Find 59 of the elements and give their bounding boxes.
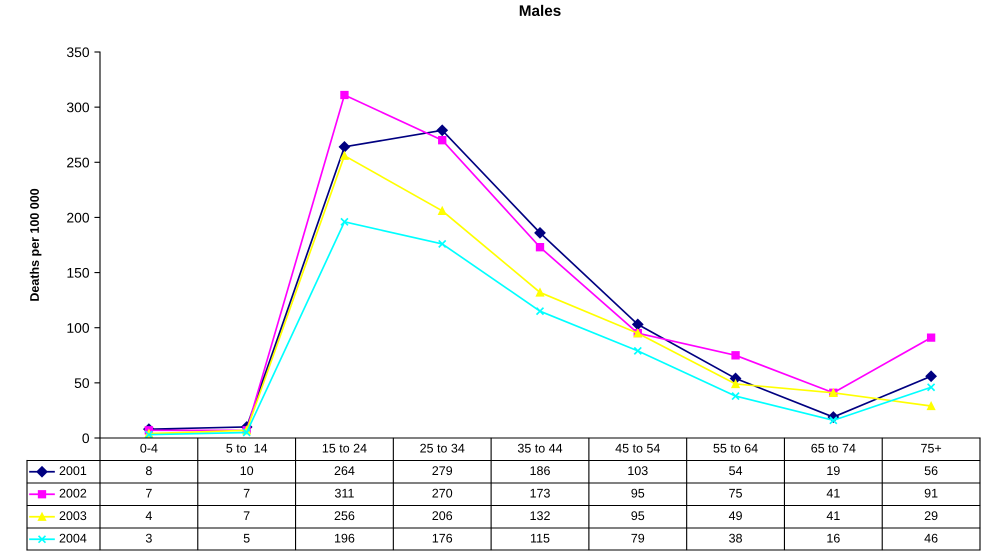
data-label: 7 <box>244 511 250 520</box>
chart-title: Males <box>520 4 561 16</box>
data-label: 311 <box>334 488 354 498</box>
data-label: 5 <box>244 534 250 543</box>
x-tick-label: 65 to 74 <box>811 444 856 453</box>
data-label: 41 <box>826 511 840 520</box>
data-label: 91 <box>924 488 938 498</box>
legend-label: 2004 <box>60 534 86 543</box>
x-tick-label: 0-4 <box>140 444 158 453</box>
x-tick-label: 25 to 34 <box>420 444 464 453</box>
data-label: 10 <box>240 466 254 476</box>
y-tick-label: 250 <box>67 158 90 168</box>
data-label: 176 <box>432 534 452 543</box>
data-label: 132 <box>530 511 550 520</box>
data-label: 7 <box>244 488 250 498</box>
data-label: 196 <box>334 534 354 543</box>
x-tick-label: 45 to 54 <box>615 444 660 453</box>
legend-label: 2001 <box>60 466 86 476</box>
legend-label: 2003 <box>60 511 86 520</box>
data-label: 41 <box>826 488 840 498</box>
data-label: 3 <box>146 534 152 543</box>
y-tick-label: 300 <box>66 102 90 112</box>
x-tick-label: 35 to 44 <box>518 444 562 453</box>
y-tick-label: 0 <box>82 433 90 444</box>
y-tick-label: 50 <box>74 378 90 388</box>
y-tick-label: 150 <box>67 268 90 278</box>
y-axis-title: Deaths per 100 000 <box>30 188 42 301</box>
data-label: 279 <box>432 466 452 476</box>
data-label: 49 <box>728 511 742 520</box>
data-label: 79 <box>631 534 644 543</box>
data-label: 103 <box>628 466 648 476</box>
y-tick-label: 200 <box>67 212 90 223</box>
data-label: 7 <box>146 488 152 498</box>
data-label: 56 <box>924 466 938 476</box>
data-label: 256 <box>334 511 354 520</box>
data-label: 46 <box>924 534 938 543</box>
data-label: 4 <box>146 511 152 520</box>
data-label: 270 <box>432 488 452 498</box>
data-label: 95 <box>631 511 644 520</box>
legend-label: 2002 <box>60 488 86 498</box>
data-label: 206 <box>432 511 452 520</box>
data-label: 16 <box>827 534 840 543</box>
data-label: 173 <box>530 488 550 498</box>
data-label: 95 <box>631 488 644 498</box>
y-tick-label: 350 <box>66 47 90 58</box>
x-tick-label: 5 to 14 <box>226 444 268 453</box>
data-label: 115 <box>530 534 550 543</box>
y-tick-label: 100 <box>67 323 90 333</box>
data-label: 186 <box>530 466 550 476</box>
data-label: 29 <box>924 511 938 520</box>
data-label: 19 <box>827 466 840 476</box>
x-tick-label: 55 to 64 <box>713 444 758 453</box>
data-label: 54 <box>729 466 742 476</box>
x-tick-label: 75+ <box>921 444 942 453</box>
data-label: 75 <box>729 488 742 498</box>
data-label: 38 <box>729 534 742 543</box>
x-tick-label: 15 to 24 <box>322 444 367 453</box>
data-label: 264 <box>334 466 355 476</box>
data-label: 8 <box>146 466 152 476</box>
